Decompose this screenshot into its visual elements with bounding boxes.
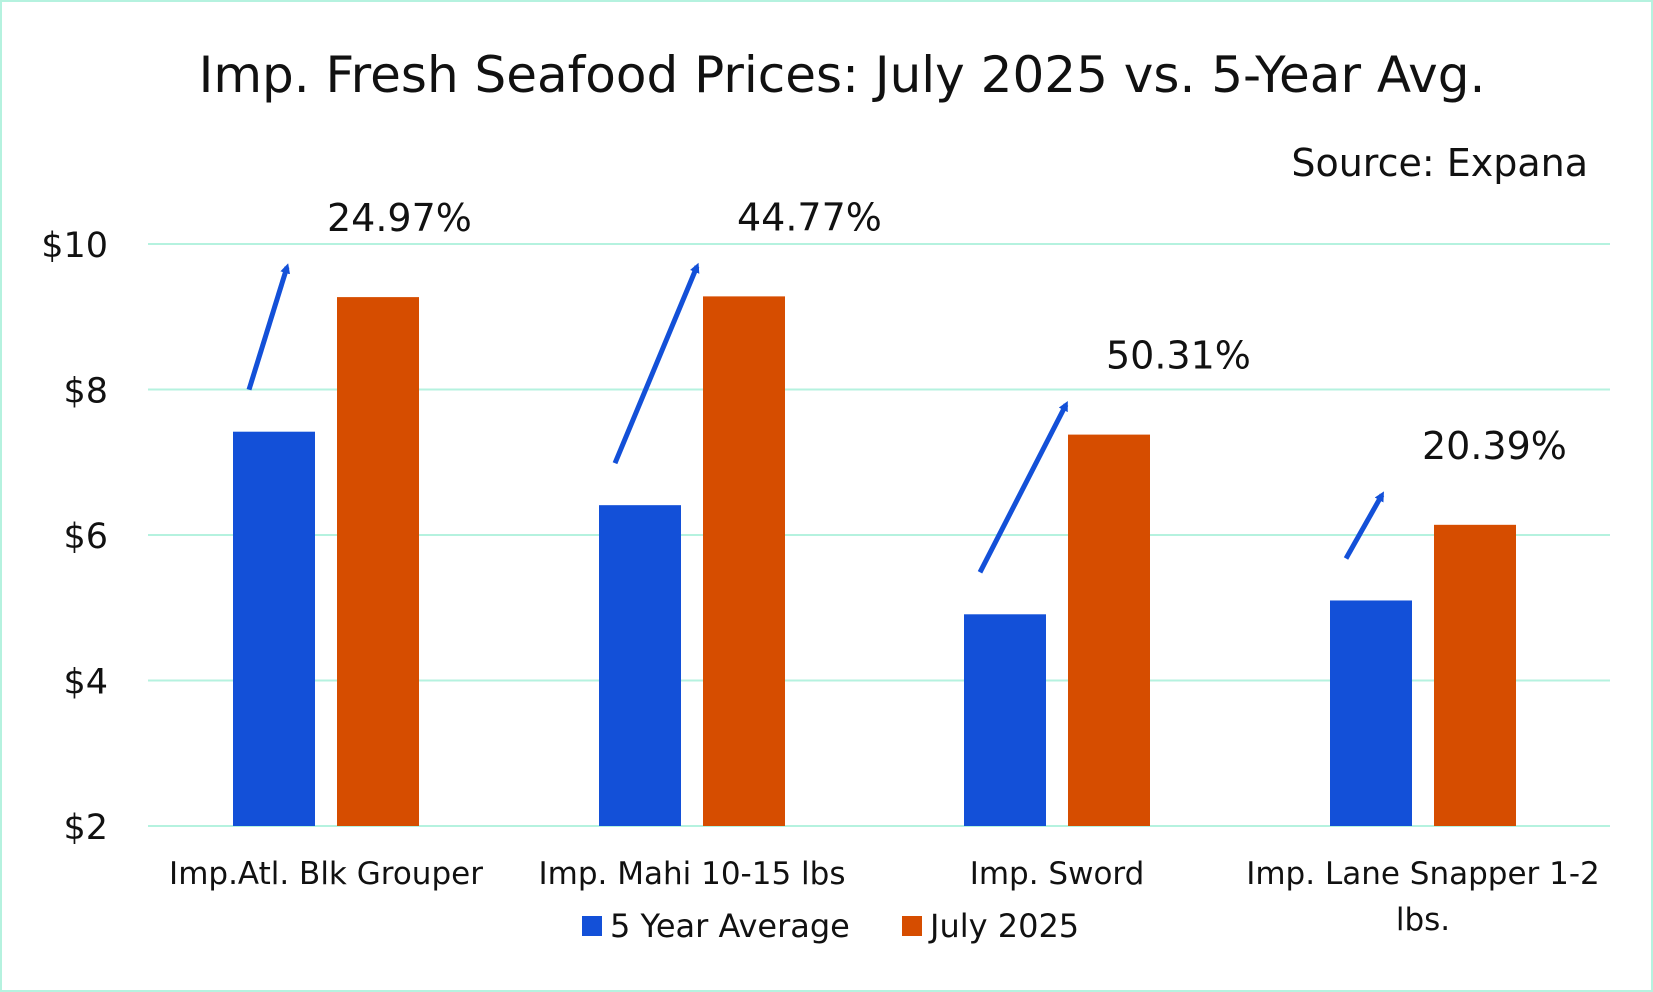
chart-title: Imp. Fresh Seafood Prices: July 2025 vs.…: [199, 46, 1486, 104]
percent-change-label: 50.31%: [1106, 334, 1251, 378]
x-category-label: lbs.: [1396, 902, 1450, 938]
y-axis-ticks: $2 $4 $6 $8 $10: [41, 226, 108, 848]
increase-arrow: [246, 263, 290, 391]
x-category-label: Imp. Lane Snapper 1-2: [1246, 856, 1600, 892]
legend: 5 Year Average July 2025: [582, 907, 1079, 945]
bars: [233, 296, 1516, 826]
bar-5-year-average: [233, 431, 315, 826]
increase-arrow: [977, 401, 1069, 574]
x-category-label: Imp.Atl. Blk Grouper: [169, 856, 483, 892]
y-tick-label: $2: [63, 808, 108, 848]
percent-change-label: 20.39%: [1422, 424, 1567, 468]
legend-swatch: [902, 916, 922, 936]
x-category-label: Imp. Mahi 10-15 lbs: [539, 856, 846, 892]
y-tick-label: $4: [63, 663, 108, 703]
legend-swatch: [582, 916, 602, 936]
percent-change-label: 44.77%: [737, 195, 882, 239]
legend-label: July 2025: [928, 907, 1079, 945]
increase-arrow: [1343, 491, 1385, 560]
bar-july-2025: [1068, 434, 1150, 826]
y-tick-label: $10: [41, 226, 108, 266]
x-category-label: Imp. Sword: [970, 856, 1145, 892]
x-axis-categories: Imp.Atl. Blk Grouper Imp. Mahi 10-15 lbs I…: [169, 856, 1600, 938]
change-arrows: [246, 262, 1385, 574]
y-tick-label: $8: [63, 372, 108, 412]
legend-label: 5 Year Average: [610, 907, 850, 945]
bar-july-2025: [337, 297, 419, 826]
bar-5-year-average: [1330, 600, 1412, 826]
percent-change-label: 24.97%: [327, 196, 472, 240]
increase-arrow: [612, 262, 700, 465]
bar-5-year-average: [599, 505, 681, 826]
bar-july-2025: [1434, 524, 1516, 826]
change-labels: 24.97% 44.77% 50.31% 20.39%: [327, 195, 1567, 467]
bar-july-2025: [703, 296, 785, 826]
y-tick-label: $6: [63, 517, 108, 557]
source-label: Source: Expana: [1291, 141, 1588, 185]
bar-5-year-average: [964, 614, 1046, 826]
